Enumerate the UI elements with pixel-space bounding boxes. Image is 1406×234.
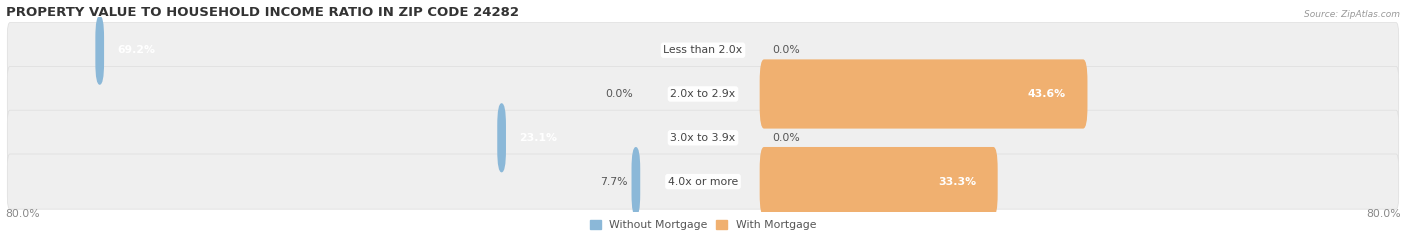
Text: Source: ZipAtlas.com: Source: ZipAtlas.com [1305,10,1400,19]
FancyBboxPatch shape [96,16,104,85]
Text: 0.0%: 0.0% [773,45,800,55]
FancyBboxPatch shape [631,147,640,216]
Text: Less than 2.0x: Less than 2.0x [664,45,742,55]
Text: 33.3%: 33.3% [938,177,976,186]
Text: 23.1%: 23.1% [519,133,557,143]
Text: 80.0%: 80.0% [6,209,41,219]
Legend: Without Mortgage, With Mortgage: Without Mortgage, With Mortgage [589,220,817,230]
Text: 4.0x or more: 4.0x or more [668,177,738,186]
Text: 0.0%: 0.0% [773,133,800,143]
FancyBboxPatch shape [498,103,506,172]
FancyBboxPatch shape [7,110,1399,165]
Text: 7.7%: 7.7% [599,177,627,186]
Text: 3.0x to 3.9x: 3.0x to 3.9x [671,133,735,143]
FancyBboxPatch shape [7,66,1399,122]
Text: 2.0x to 2.9x: 2.0x to 2.9x [671,89,735,99]
FancyBboxPatch shape [759,147,998,216]
FancyBboxPatch shape [759,59,1087,129]
Text: 0.0%: 0.0% [606,89,633,99]
Text: 43.6%: 43.6% [1028,89,1066,99]
Text: 69.2%: 69.2% [117,45,155,55]
FancyBboxPatch shape [7,154,1399,209]
Text: 80.0%: 80.0% [1365,209,1400,219]
Text: PROPERTY VALUE TO HOUSEHOLD INCOME RATIO IN ZIP CODE 24282: PROPERTY VALUE TO HOUSEHOLD INCOME RATIO… [6,6,519,19]
FancyBboxPatch shape [7,23,1399,78]
